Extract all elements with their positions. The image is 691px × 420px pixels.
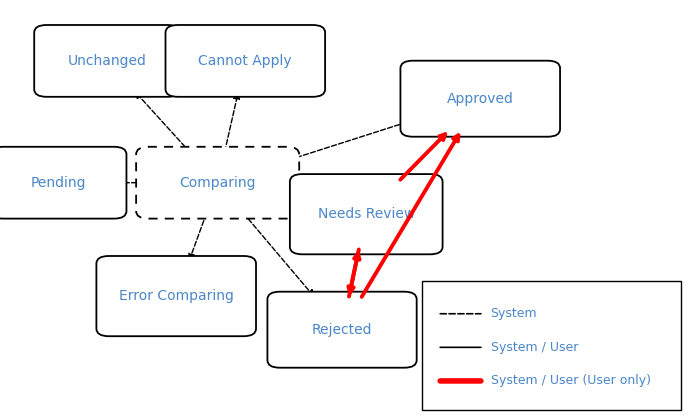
Text: Comparing: Comparing xyxy=(180,176,256,190)
Text: System / User (User only): System / User (User only) xyxy=(491,375,651,387)
Text: Unchanged: Unchanged xyxy=(68,54,146,68)
FancyBboxPatch shape xyxy=(400,61,560,136)
Text: Cannot Apply: Cannot Apply xyxy=(198,54,292,68)
FancyBboxPatch shape xyxy=(267,291,417,368)
Text: Needs Review: Needs Review xyxy=(318,207,415,221)
FancyBboxPatch shape xyxy=(290,174,442,254)
Text: Approved: Approved xyxy=(447,92,513,106)
Text: Error Comparing: Error Comparing xyxy=(119,289,234,303)
Text: Rejected: Rejected xyxy=(312,323,372,337)
FancyBboxPatch shape xyxy=(165,25,325,97)
Text: Pending: Pending xyxy=(31,176,86,190)
FancyBboxPatch shape xyxy=(35,25,180,97)
FancyBboxPatch shape xyxy=(136,147,299,219)
Text: System: System xyxy=(491,307,537,320)
FancyBboxPatch shape xyxy=(0,147,126,219)
FancyBboxPatch shape xyxy=(97,256,256,336)
FancyBboxPatch shape xyxy=(422,281,681,410)
Text: System / User: System / User xyxy=(491,341,578,354)
